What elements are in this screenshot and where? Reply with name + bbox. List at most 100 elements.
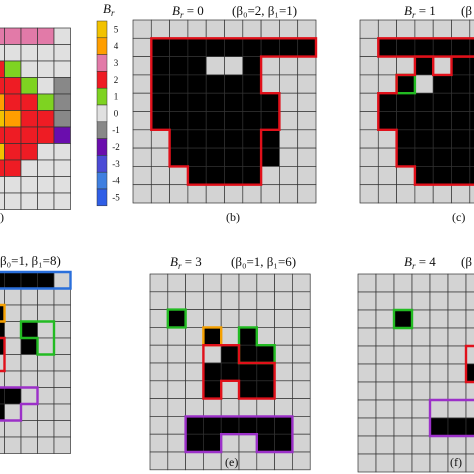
heatmap-cell bbox=[4, 93, 22, 111]
panel-b-cell bbox=[260, 147, 280, 167]
panel-d-cell bbox=[53, 436, 71, 454]
colorbar-swatch bbox=[96, 104, 108, 123]
heatmap-cell bbox=[4, 126, 22, 144]
panel-f-cell bbox=[411, 399, 431, 419]
panel-b-cell bbox=[132, 129, 152, 149]
panel-b-betas: (β₀=2, β₁=1) bbox=[232, 3, 297, 18]
panel-f-betas: (β bbox=[461, 254, 472, 269]
panel-f-cell bbox=[393, 417, 413, 437]
panel-b-cell bbox=[132, 19, 152, 39]
panel-f-cell bbox=[393, 453, 413, 473]
panel-d-outline bbox=[0, 270, 72, 290]
panel-c-cell bbox=[377, 147, 397, 167]
panel-b-cell bbox=[297, 129, 317, 149]
panel-b-cell bbox=[150, 184, 170, 204]
panel-b-cell bbox=[150, 147, 170, 167]
panel-e-cell bbox=[292, 327, 311, 346]
panel-d-betas: β₀=1, β₁=8) bbox=[0, 253, 61, 268]
heatmap-cell bbox=[37, 176, 55, 194]
panel-f-cell bbox=[465, 417, 474, 437]
heatmap-cell bbox=[4, 110, 22, 128]
panel-f-cell bbox=[447, 381, 467, 401]
panel-b-cell bbox=[224, 74, 244, 94]
colorbar-tick: 5 bbox=[114, 24, 119, 34]
panel-e-cell bbox=[149, 416, 169, 435]
panel-e-cell bbox=[256, 344, 275, 364]
panel-f-cell bbox=[411, 273, 431, 293]
panel-b-cell bbox=[297, 19, 317, 39]
panel-f-cell bbox=[411, 453, 431, 473]
panel-e-cell bbox=[220, 398, 240, 417]
panel-d-cell bbox=[20, 288, 38, 306]
panel-e-cell bbox=[185, 398, 204, 417]
panel-b-cell bbox=[150, 166, 170, 186]
panel-c-cell bbox=[396, 184, 416, 204]
panel-e-cell bbox=[167, 344, 186, 364]
panel-f-cell bbox=[447, 435, 467, 455]
panel-d-cell bbox=[20, 304, 38, 322]
panel-c bbox=[359, 19, 474, 204]
panel-f-cell bbox=[447, 417, 467, 437]
heatmap-cell bbox=[53, 60, 71, 78]
panel-e-cell bbox=[149, 398, 169, 417]
panel-b-cell bbox=[279, 184, 299, 204]
colorbar-tick: 3 bbox=[114, 58, 119, 68]
panel-b-cell bbox=[187, 129, 207, 149]
panel-c-cell bbox=[414, 129, 434, 149]
panel-b-cell bbox=[260, 184, 280, 204]
panel-e-cell bbox=[256, 433, 275, 453]
panel-c-cell bbox=[396, 166, 416, 186]
panel-e-cell bbox=[220, 273, 240, 293]
panel-c-cell bbox=[451, 184, 471, 204]
panel-b-cell bbox=[150, 56, 170, 76]
panel-b-cell bbox=[205, 92, 225, 112]
panel-b-cell bbox=[260, 166, 280, 186]
heatmap-cell bbox=[53, 159, 71, 177]
panel-e-cell bbox=[274, 273, 293, 293]
panel-b-cell bbox=[205, 37, 225, 57]
panel-d-cell bbox=[4, 288, 22, 306]
panel-b-cell bbox=[224, 129, 244, 149]
panel-c-cell bbox=[414, 92, 434, 112]
panel-b-cell bbox=[279, 111, 299, 131]
panel-d-cell bbox=[37, 354, 55, 372]
panel-c-cell bbox=[432, 129, 452, 149]
panel-e-cell bbox=[292, 433, 311, 453]
panel-f-cell bbox=[447, 345, 467, 365]
panel-f-cell bbox=[393, 381, 413, 401]
panel-c-cell bbox=[377, 166, 397, 186]
panel-e-cell bbox=[149, 309, 169, 328]
panel-c-cell bbox=[414, 37, 434, 57]
heatmap-cell bbox=[53, 110, 71, 128]
panel-e-cell bbox=[292, 380, 311, 399]
panel-f-outline bbox=[464, 344, 474, 384]
panel-c-cell bbox=[432, 147, 452, 167]
panel-d-outline bbox=[0, 336, 6, 373]
panel-d-cell bbox=[37, 403, 55, 421]
panel-c-cell bbox=[469, 37, 474, 57]
panel-b-cell bbox=[187, 147, 207, 167]
panel-d-cell bbox=[20, 387, 38, 405]
panel-e-cell bbox=[256, 451, 275, 471]
panel-b-cell bbox=[169, 129, 189, 149]
panel-e-cell bbox=[274, 380, 293, 399]
panel-d-cell bbox=[20, 403, 38, 421]
panel-c-cell bbox=[432, 92, 452, 112]
panel-c-cell bbox=[451, 74, 471, 94]
panel-b-cell bbox=[279, 74, 299, 94]
panel-d-cell bbox=[53, 370, 71, 388]
panel-e-cell bbox=[149, 273, 169, 293]
heatmap-cell bbox=[53, 44, 71, 62]
panel-d-cell bbox=[37, 436, 55, 454]
heatmap-cell bbox=[0, 44, 5, 62]
panel-c-cell bbox=[414, 56, 434, 76]
panel-f-cell bbox=[465, 381, 474, 401]
panel-c-cell bbox=[414, 184, 434, 204]
panel-b-cell bbox=[297, 184, 317, 204]
panel-e-cell bbox=[203, 380, 222, 399]
panel-e-outline bbox=[202, 344, 276, 400]
panel-e-cell bbox=[203, 309, 222, 328]
panel-e-cell bbox=[238, 416, 258, 435]
panel-e-cell bbox=[256, 327, 275, 346]
panel-c-cell bbox=[377, 56, 397, 76]
